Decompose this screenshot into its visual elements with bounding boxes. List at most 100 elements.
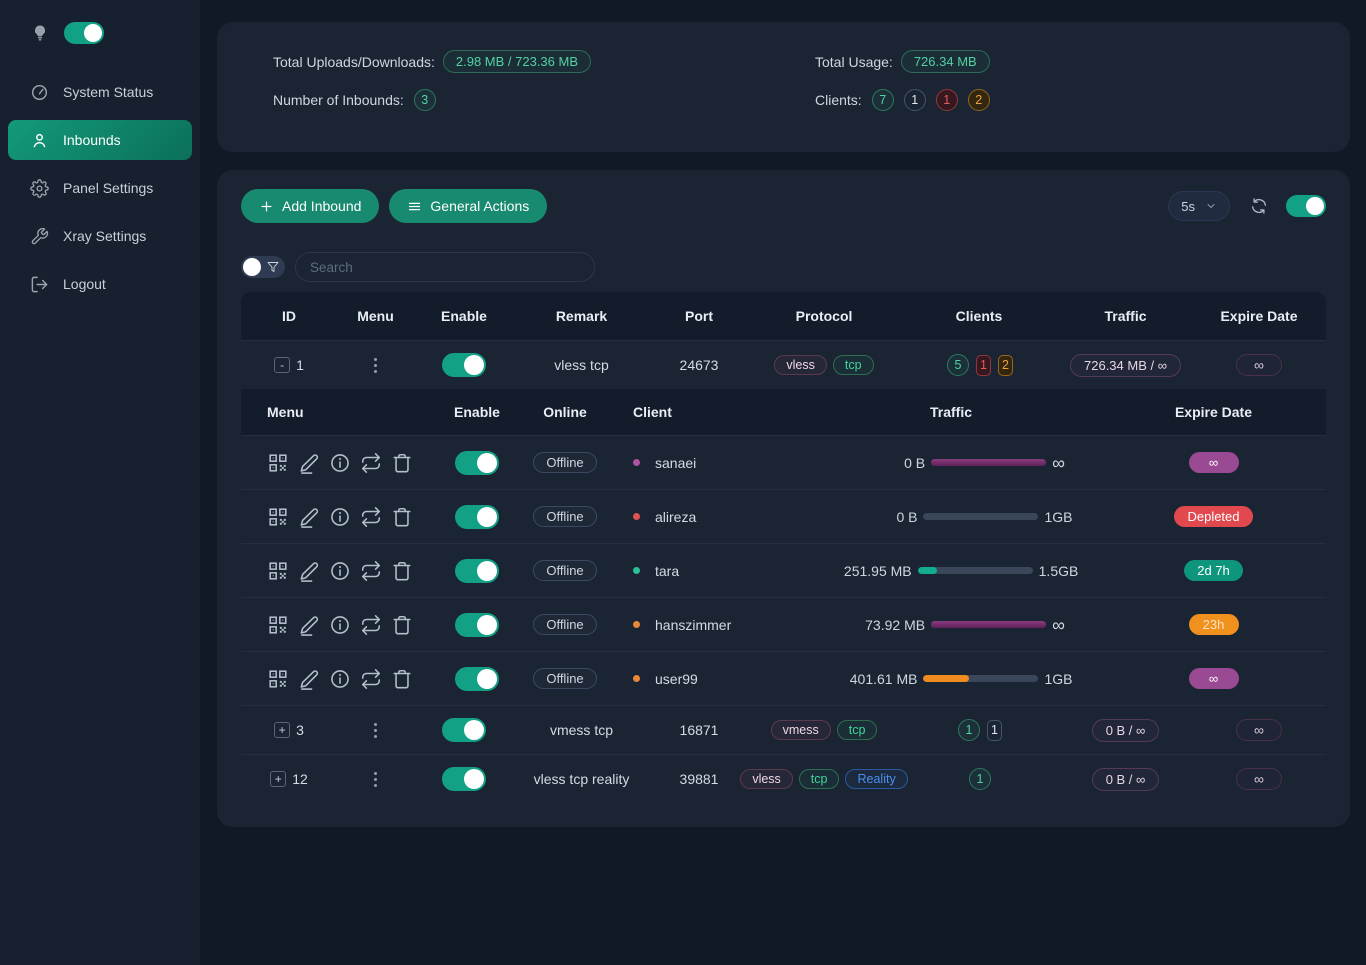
clients-label: Clients: <box>815 92 862 108</box>
client-enable-toggle[interactable] <box>455 558 499 583</box>
online-status-badge: Offline <box>533 560 597 581</box>
reset-traffic-icon[interactable] <box>360 506 382 528</box>
table-header: ID Menu Enable Remark Port Protocol Clie… <box>241 292 1326 340</box>
edit-icon[interactable] <box>298 614 320 636</box>
client-row-tara: Offline tara 251.95 MB 1.5GB 2d 7h <box>241 543 1326 597</box>
client-expire-badge: 2d 7h <box>1184 560 1243 581</box>
auto-refresh-toggle[interactable] <box>1286 195 1326 217</box>
traffic-progress-bar <box>917 567 1033 574</box>
client-usage: 0 B <box>896 508 918 525</box>
client-enable-toggle[interactable] <box>455 504 499 529</box>
inbounds-count-label: Number of Inbounds: <box>273 92 404 108</box>
qr-code-icon[interactable] <box>267 452 289 474</box>
row-menu-button[interactable] <box>370 354 381 377</box>
traffic-progress-bar <box>923 675 1039 682</box>
total-usage-label: Total Usage: <box>815 53 893 70</box>
protocol-tag: vless <box>740 769 793 789</box>
client-usage: 73.92 MB <box>865 616 926 633</box>
info-icon[interactable] <box>329 452 351 474</box>
edit-icon[interactable] <box>298 506 320 528</box>
client-enable-toggle[interactable] <box>455 450 499 475</box>
inbound-port: 16871 <box>679 722 719 738</box>
client-table-header: Menu Enable Online Client Traffic Expire… <box>241 389 1326 435</box>
refresh-interval-select[interactable]: 5s <box>1168 191 1230 221</box>
reset-traffic-icon[interactable] <box>360 452 382 474</box>
delete-icon[interactable] <box>391 614 413 636</box>
expand-row-button[interactable]: + <box>270 771 287 787</box>
client-count-active: 1 <box>969 768 991 790</box>
inbound-enable-toggle[interactable] <box>442 767 486 791</box>
sidebar-item-label: Inbounds <box>63 132 121 148</box>
client-enable-toggle[interactable] <box>455 612 499 637</box>
qr-code-icon[interactable] <box>267 614 289 636</box>
delete-icon[interactable] <box>391 668 413 690</box>
client-subtable: Menu Enable Online Client Traffic Expire… <box>241 389 1326 705</box>
sidebar-item-logout[interactable]: Logout <box>8 264 192 304</box>
stats-card: Total Uploads/Downloads: 2.98 MB / 723.3… <box>217 22 1350 152</box>
collapse-row-button[interactable]: - <box>274 357 291 373</box>
clients-count-active: 7 <box>871 89 894 111</box>
client-color-dot <box>633 675 640 682</box>
inbounds-table: ID Menu Enable Remark Port Protocol Clie… <box>241 292 1326 803</box>
client-enable-toggle[interactable] <box>455 666 499 691</box>
client-limit: 1GB <box>1044 670 1073 687</box>
expand-row-button[interactable]: + <box>274 722 291 738</box>
edit-icon[interactable] <box>298 560 320 582</box>
inbound-id: 12 <box>292 771 308 787</box>
info-icon[interactable] <box>329 668 351 690</box>
menu-lines-icon <box>407 199 422 214</box>
inbound-port: 39881 <box>679 771 719 787</box>
sidebar-item-panel-settings[interactable]: Panel Settings <box>8 168 192 208</box>
client-row-hanszimmer: Offline hanszimmer 73.92 MB ∞ 23h <box>241 597 1326 651</box>
inbound-enable-toggle[interactable] <box>442 718 486 742</box>
sidebar-item-system-status[interactable]: System Status <box>8 72 192 112</box>
protocol-tag: tcp <box>798 769 840 789</box>
reset-traffic-icon[interactable] <box>360 560 382 582</box>
client-row-sanaei: Offline sanaei 0 B ∞ ∞ <box>241 435 1326 489</box>
row-menu-button[interactable] <box>370 768 381 791</box>
reset-traffic-icon[interactable] <box>360 614 382 636</box>
edit-icon[interactable] <box>298 452 320 474</box>
search-input[interactable] <box>295 252 595 282</box>
info-icon[interactable] <box>329 506 351 528</box>
inbound-remark: vless tcp reality <box>533 771 630 787</box>
info-icon[interactable] <box>329 560 351 582</box>
client-expire-badge: ∞ <box>1188 668 1239 689</box>
client-count-depleted: 1 <box>976 354 991 376</box>
filter-toggle[interactable] <box>241 256 285 278</box>
sidebar-item-label: System Status <box>63 84 154 100</box>
traffic-progress-bar <box>923 513 1039 520</box>
client-expire-badge: Depleted <box>1174 506 1253 527</box>
delete-icon[interactable] <box>391 452 413 474</box>
client-color-dot <box>633 621 640 628</box>
qr-code-icon[interactable] <box>267 560 289 582</box>
refresh-icon[interactable] <box>1250 197 1268 215</box>
plus-icon <box>259 199 274 214</box>
qr-code-icon[interactable] <box>267 668 289 690</box>
client-name: hanszimmer <box>655 616 732 633</box>
delete-icon[interactable] <box>391 560 413 582</box>
theme-toggle[interactable] <box>64 22 104 44</box>
add-inbound-button[interactable]: Add Inbound <box>241 189 380 223</box>
client-color-dot <box>633 513 640 520</box>
sidebar-item-inbounds[interactable]: Inbounds <box>8 120 192 160</box>
info-icon[interactable] <box>329 614 351 636</box>
client-name: sanaei <box>655 454 697 471</box>
wrench-icon <box>30 227 49 246</box>
qr-code-icon[interactable] <box>267 506 289 528</box>
traffic-progress-bar <box>931 459 1047 466</box>
online-status-badge: Offline <box>533 614 597 635</box>
online-status-badge: Offline <box>533 668 597 689</box>
inbound-enable-toggle[interactable] <box>442 353 486 377</box>
row-menu-button[interactable] <box>370 719 381 742</box>
general-actions-button[interactable]: General Actions <box>389 189 548 223</box>
sidebar: System Status Inbounds Panel Settings Xr… <box>0 0 200 965</box>
clients-count-expiring: 2 <box>967 89 990 111</box>
delete-icon[interactable] <box>391 506 413 528</box>
total-updown-value: 2.98 MB / 723.36 MB <box>442 50 591 73</box>
client-usage: 251.95 MB <box>843 562 912 579</box>
sidebar-item-xray-settings[interactable]: Xray Settings <box>8 216 192 256</box>
reset-traffic-icon[interactable] <box>360 668 382 690</box>
edit-icon[interactable] <box>298 668 320 690</box>
